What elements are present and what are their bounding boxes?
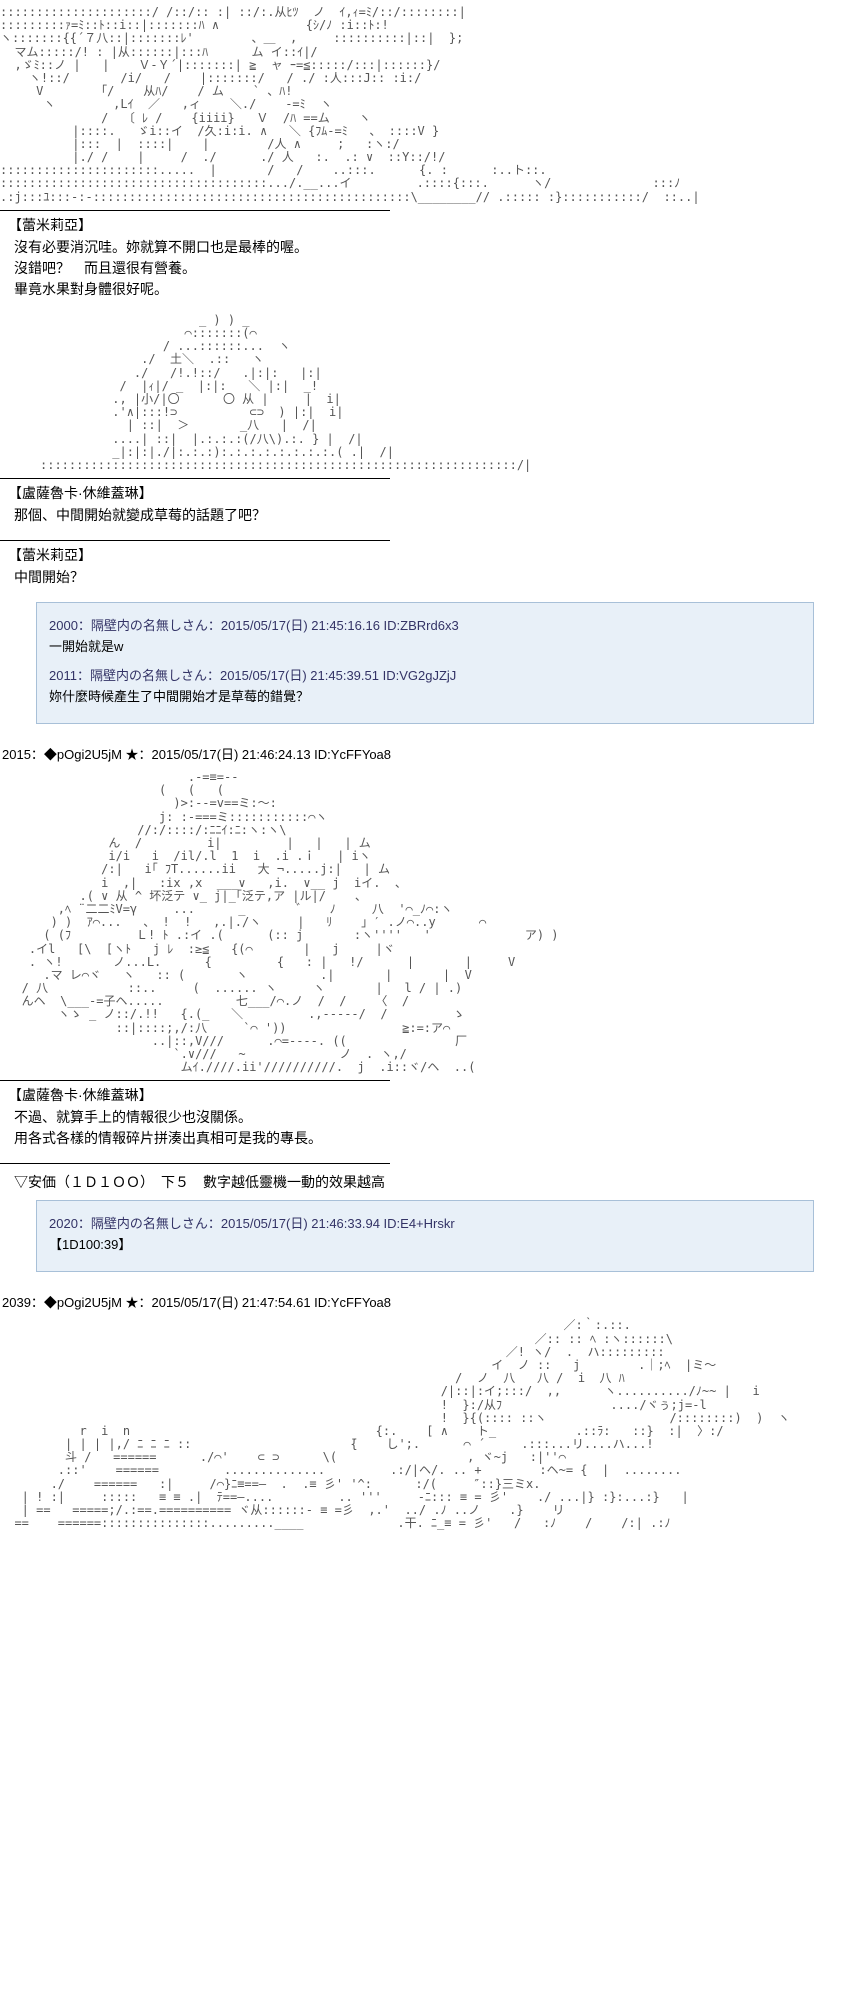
divider: [0, 210, 390, 211]
ascii-art-3: .-=≡=-- ( ( ( )>:--=v==ミ:～: j: :-===ミ:::…: [0, 771, 850, 1074]
speaker-remilia-1: 【蕾米莉亞】: [8, 215, 850, 235]
reply-box-1: 2000：隔壁内の名無しさん：2015/05/17(日) 21:45:16.16…: [36, 602, 814, 724]
speaker-rusalka-2: 【盧薩魯卡·休維蓋琳】: [8, 1085, 850, 1105]
reply-no: 2000: [49, 618, 78, 633]
reply-body: 【1D100:39】: [49, 1234, 801, 1253]
reply-2020: 2020：隔壁内の名無しさん：2015/05/17(日) 21:46:33.94…: [49, 1213, 801, 1253]
post-header-2015: 2015：◆pOgi2U5jM ★：2015/05/17(日) 21:46:24…: [2, 744, 850, 763]
divider: [0, 1080, 390, 1081]
divider: [0, 540, 390, 541]
reply-no: 2011: [49, 668, 77, 683]
ascii-art-1: :::::::::::::::::::::/ /::/:: :| ::/:.从ﾋ…: [0, 6, 850, 204]
post-header-2039: 2039：◆pOgi2U5jM ★：2015/05/17(日) 21:47:54…: [2, 1292, 850, 1311]
divider: [0, 1163, 390, 1164]
reply-body: 一開始就是w: [49, 636, 801, 655]
anke-note: ▽安価（１Ｄ１ＯＯ） 下５ 數字越低靈機一動的效果越高: [14, 1172, 850, 1192]
dialogue-2: 那個、中間開始就變成草莓的話題了吧？: [14, 505, 850, 526]
reply-meta: ：隔壁内の名無しさん：2015/05/17(日) 21:45:16.16 ID:…: [78, 618, 459, 633]
dialogue-3: 中間開始？: [14, 567, 850, 588]
speaker-remilia-2: 【蕾米莉亞】: [8, 545, 850, 565]
ascii-art-2: _ ) ) _ ⌒:::::::(⌒ / ...::::::... ヽ ./ 土…: [40, 314, 850, 472]
dialogue-1: 沒有必要消沉哇。妳就算不開口也是最棒的喔。 沒錯吧？ 而且還很有營養。 畢竟水果…: [14, 237, 850, 300]
divider: [0, 478, 390, 479]
ascii-art-4: ／:｀:.::. ／:: :: ﾍ :ヽ::::::\ ／! ヽ/ . ハ:::…: [0, 1319, 850, 1530]
speaker-rusalka-1: 【盧薩魯卡·休維蓋琳】: [8, 483, 850, 503]
reply-body: 妳什麼時候產生了中間開始才是草莓的錯覺？: [49, 686, 801, 705]
dialogue-4: 不過、就算手上的情報很少也沒關係。 用各式各樣的情報碎片拼湊出真相可是我的專長。: [14, 1107, 850, 1149]
reply-2011: 2011：隔壁内の名無しさん：2015/05/17(日) 21:45:39.51…: [49, 665, 801, 705]
reply-no: 2020: [49, 1216, 78, 1231]
reply-meta: ：隔壁内の名無しさん：2015/05/17(日) 21:45:39.51 ID:…: [77, 668, 456, 683]
reply-meta: ：隔壁内の名無しさん：2015/05/17(日) 21:46:33.94 ID:…: [78, 1216, 455, 1231]
reply-2000: 2000：隔壁内の名無しさん：2015/05/17(日) 21:45:16.16…: [49, 615, 801, 655]
reply-box-2: 2020：隔壁内の名無しさん：2015/05/17(日) 21:46:33.94…: [36, 1200, 814, 1272]
